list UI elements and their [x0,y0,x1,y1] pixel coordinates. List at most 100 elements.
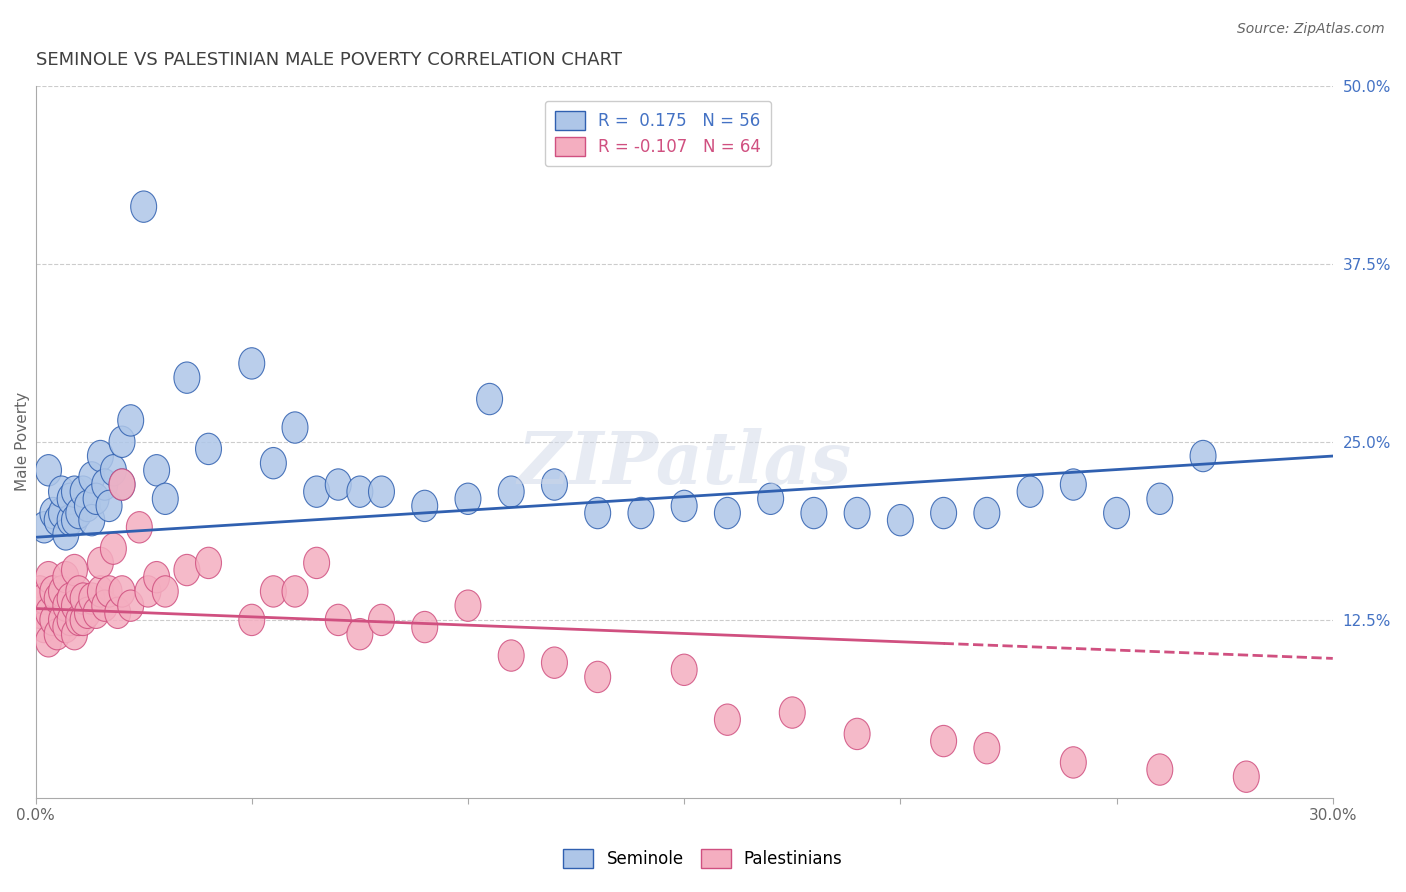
Text: Source: ZipAtlas.com: Source: ZipAtlas.com [1237,22,1385,37]
Ellipse shape [347,476,373,508]
Ellipse shape [801,498,827,529]
Ellipse shape [35,455,62,486]
Ellipse shape [152,483,179,515]
Ellipse shape [110,426,135,458]
Ellipse shape [412,491,437,522]
Legend: Seminole, Palestinians: Seminole, Palestinians [557,842,849,875]
Ellipse shape [79,462,104,493]
Ellipse shape [39,604,66,636]
Text: ZIPatlas: ZIPatlas [517,427,851,499]
Ellipse shape [104,597,131,629]
Ellipse shape [96,491,122,522]
Ellipse shape [31,512,58,543]
Ellipse shape [100,455,127,486]
Ellipse shape [304,476,329,508]
Ellipse shape [58,604,83,636]
Ellipse shape [412,611,437,643]
Ellipse shape [779,697,806,728]
Ellipse shape [931,725,956,756]
Ellipse shape [35,597,62,629]
Ellipse shape [62,590,87,622]
Ellipse shape [75,491,100,522]
Ellipse shape [87,575,114,607]
Ellipse shape [714,498,741,529]
Ellipse shape [1189,441,1216,472]
Ellipse shape [758,483,783,515]
Ellipse shape [135,575,160,607]
Ellipse shape [844,718,870,749]
Ellipse shape [118,405,143,436]
Ellipse shape [49,476,75,508]
Ellipse shape [39,575,66,607]
Ellipse shape [131,191,156,222]
Ellipse shape [49,575,75,607]
Ellipse shape [714,704,741,735]
Ellipse shape [83,483,110,515]
Ellipse shape [70,476,96,508]
Ellipse shape [44,618,70,650]
Ellipse shape [143,561,170,593]
Ellipse shape [44,582,70,615]
Ellipse shape [87,548,114,579]
Ellipse shape [53,519,79,550]
Ellipse shape [35,625,62,657]
Ellipse shape [62,505,87,536]
Ellipse shape [239,604,264,636]
Ellipse shape [143,455,170,486]
Ellipse shape [541,469,568,500]
Ellipse shape [79,505,104,536]
Ellipse shape [79,582,104,615]
Ellipse shape [456,483,481,515]
Ellipse shape [1060,469,1087,500]
Ellipse shape [1017,476,1043,508]
Ellipse shape [304,548,329,579]
Ellipse shape [83,597,110,629]
Ellipse shape [96,575,122,607]
Ellipse shape [195,548,222,579]
Ellipse shape [31,611,58,643]
Ellipse shape [66,604,91,636]
Ellipse shape [91,590,118,622]
Ellipse shape [283,575,308,607]
Ellipse shape [283,412,308,443]
Ellipse shape [671,491,697,522]
Ellipse shape [49,498,75,529]
Ellipse shape [66,575,91,607]
Ellipse shape [195,434,222,465]
Ellipse shape [844,498,870,529]
Ellipse shape [239,348,264,379]
Ellipse shape [931,498,956,529]
Ellipse shape [53,611,79,643]
Ellipse shape [58,505,83,536]
Ellipse shape [39,498,66,529]
Ellipse shape [62,476,87,508]
Ellipse shape [260,575,287,607]
Ellipse shape [887,505,914,536]
Ellipse shape [44,505,70,536]
Ellipse shape [477,384,502,415]
Ellipse shape [49,604,75,636]
Ellipse shape [174,362,200,393]
Ellipse shape [628,498,654,529]
Ellipse shape [152,575,179,607]
Text: SEMINOLE VS PALESTINIAN MALE POVERTY CORRELATION CHART: SEMINOLE VS PALESTINIAN MALE POVERTY COR… [35,51,621,69]
Ellipse shape [1147,754,1173,785]
Ellipse shape [1147,483,1173,515]
Ellipse shape [62,554,87,586]
Ellipse shape [974,498,1000,529]
Ellipse shape [498,476,524,508]
Ellipse shape [27,575,53,607]
Ellipse shape [75,597,100,629]
Ellipse shape [498,640,524,671]
Ellipse shape [58,582,83,615]
Ellipse shape [110,469,135,500]
Ellipse shape [585,498,610,529]
Ellipse shape [1104,498,1129,529]
Ellipse shape [347,618,373,650]
Ellipse shape [66,498,91,529]
Ellipse shape [35,561,62,593]
Ellipse shape [174,554,200,586]
Ellipse shape [58,483,83,515]
Ellipse shape [127,512,152,543]
Ellipse shape [541,647,568,678]
